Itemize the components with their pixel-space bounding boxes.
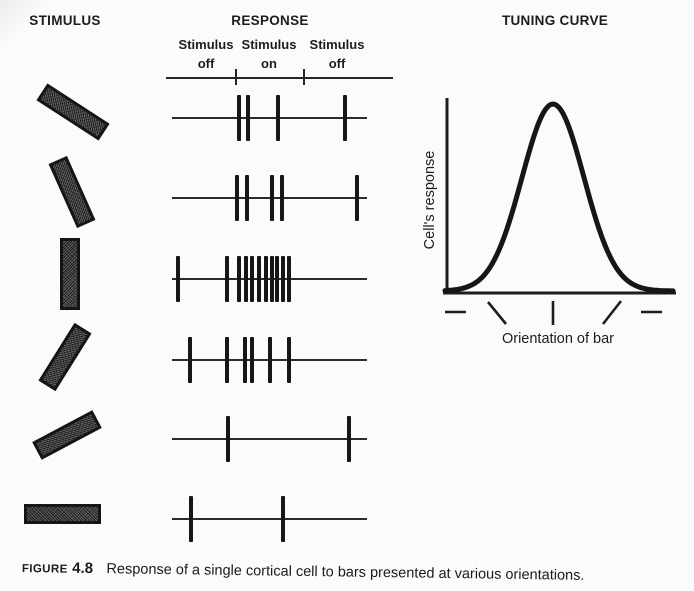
response-column-header: RESPONSE <box>231 13 309 28</box>
tuning-curve-line <box>442 101 676 294</box>
spike-mark <box>243 337 247 383</box>
spike-mark <box>268 337 272 383</box>
spike-mark <box>245 175 249 221</box>
stimulus-bar <box>32 410 102 460</box>
spike-mark <box>264 256 268 302</box>
timeline-word: Stimulus <box>178 37 234 52</box>
tick-bar-oblique-right <box>601 300 623 325</box>
timeline-axis-line <box>166 77 393 79</box>
stimulus-column-header: STIMULUS <box>29 13 101 28</box>
spike-mark <box>250 337 254 383</box>
spike-mark <box>225 256 229 302</box>
spike-mark <box>281 496 285 542</box>
timeline-state: on <box>261 55 277 71</box>
figure-caption: FIGURE 4.8 Response of a single cortical… <box>22 559 682 586</box>
spike-mark <box>188 337 192 383</box>
spike-mark <box>250 256 254 302</box>
response-baseline <box>172 518 367 520</box>
stimulus-bar <box>48 155 96 229</box>
tick-bar-oblique-left <box>486 301 508 325</box>
spike-mark <box>237 256 241 302</box>
timeline-state: off <box>197 55 215 71</box>
spike-mark <box>275 256 279 302</box>
stimulus-bar <box>60 238 80 310</box>
response-baseline <box>172 278 367 280</box>
spike-mark <box>257 256 261 302</box>
spike-mark <box>270 175 274 221</box>
spike-mark <box>280 175 284 221</box>
spike-mark <box>343 95 347 141</box>
response-baseline <box>172 197 367 199</box>
timeline-word: Stimulus <box>309 37 365 52</box>
caption-figure-label: FIGURE <box>21 562 68 576</box>
timeline-state: off <box>328 55 346 71</box>
spike-mark <box>287 256 291 302</box>
spike-mark <box>270 256 274 302</box>
spike-mark <box>235 175 239 221</box>
spike-mark <box>355 175 359 221</box>
spike-mark <box>347 416 351 462</box>
spike-mark <box>189 496 193 542</box>
spike-mark <box>246 95 250 141</box>
response-baseline <box>172 438 367 440</box>
tuning-curve-panel: Cell's response Orientation of bar <box>405 88 694 363</box>
timeline-word: Stimulus <box>241 37 297 52</box>
timeline-label-off-2: Stimulus off <box>302 36 372 74</box>
stimulus-bar <box>23 504 101 524</box>
caption-figure-number: 4.8 <box>72 559 94 577</box>
caption-text: Response of a single cortical cell to ba… <box>106 561 585 584</box>
spike-mark <box>237 95 241 141</box>
stimulus-bar <box>36 83 110 141</box>
spike-mark <box>226 416 230 462</box>
spike-mark <box>244 256 248 302</box>
spike-mark <box>225 337 229 383</box>
timeline-label-off-1: Stimulus off <box>171 36 241 74</box>
spike-mark <box>281 256 285 302</box>
spike-mark <box>276 95 280 141</box>
timeline-tick <box>235 69 237 85</box>
tuning-ylabel: Cell's response <box>422 150 438 250</box>
tuning-curve-header: TUNING CURVE <box>501 13 609 28</box>
spike-mark <box>287 337 291 383</box>
spike-mark <box>176 256 180 302</box>
tuning-curve-plot <box>442 98 676 325</box>
timeline-label-on: Stimulus on <box>234 36 304 74</box>
tuning-xlabel: Orientation of bar <box>501 331 615 347</box>
timeline-tick <box>303 69 305 85</box>
response-baseline <box>172 117 367 119</box>
stimulus-bar <box>38 322 92 392</box>
